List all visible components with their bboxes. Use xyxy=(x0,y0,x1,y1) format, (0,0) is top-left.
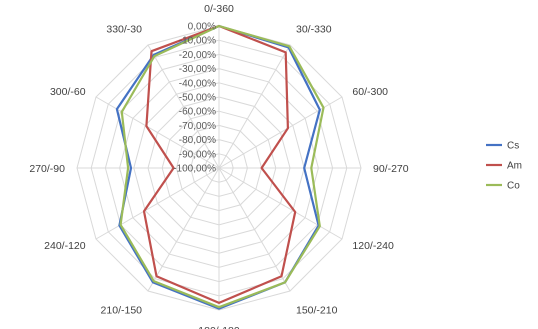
grid-spoke xyxy=(218,167,291,292)
radial-tick-label: -40,00% xyxy=(179,78,216,89)
grid-spoke xyxy=(218,167,343,240)
radar-series xyxy=(115,24,325,310)
category-label: 90/-270 xyxy=(373,163,409,175)
category-label: 120/-240 xyxy=(352,240,394,252)
series-line-co xyxy=(119,24,325,309)
category-label: 30/-330 xyxy=(296,24,332,36)
legend-label: Co xyxy=(507,181,520,192)
category-label: 210/-150 xyxy=(101,304,143,316)
category-label: 240/-120 xyxy=(44,240,86,252)
category-labels: 0/-360 30/-330 60/-300 90/-270 120/-240 150/-… xyxy=(29,3,408,329)
grid-spoke xyxy=(218,96,343,169)
radial-tick-label: -80,00% xyxy=(179,135,216,146)
grid-spoke xyxy=(147,167,220,292)
radial-tick-label: -60,00% xyxy=(179,107,216,118)
series-line-cs xyxy=(115,24,321,310)
radial-tick-label: -20,00% xyxy=(179,50,216,61)
grid-spoke xyxy=(95,167,220,240)
radial-tick-label: -100,00% xyxy=(173,164,216,175)
radar-grid xyxy=(76,25,362,311)
category-label: 150/-210 xyxy=(296,304,338,316)
category-label: 180/-180 xyxy=(198,325,240,329)
legend: Cs Am Co xyxy=(486,141,522,192)
category-label: 0/-360 xyxy=(204,3,234,15)
radial-tick-labels: 0,00% -10,00% -20,00% -30,00% -40,00% -50,00%… xyxy=(173,22,216,175)
category-label: 60/-300 xyxy=(352,86,388,98)
series-line-am xyxy=(142,24,297,304)
category-label: 270/-90 xyxy=(29,163,65,175)
radial-tick-label: 0,00% xyxy=(188,22,216,33)
legend-label: Am xyxy=(507,161,522,172)
radial-tick-label: -90,00% xyxy=(179,149,216,160)
category-label: 300/-60 xyxy=(50,86,86,98)
legend-label: Cs xyxy=(507,141,519,152)
grid-spoke xyxy=(147,44,220,169)
grid-spoke xyxy=(218,44,291,169)
category-label: 330/-30 xyxy=(106,24,142,36)
radial-tick-label: -30,00% xyxy=(179,64,216,75)
radial-tick-label: -50,00% xyxy=(179,93,216,104)
radial-tick-label: -70,00% xyxy=(179,121,216,132)
radial-tick-label: -10,00% xyxy=(179,36,216,47)
